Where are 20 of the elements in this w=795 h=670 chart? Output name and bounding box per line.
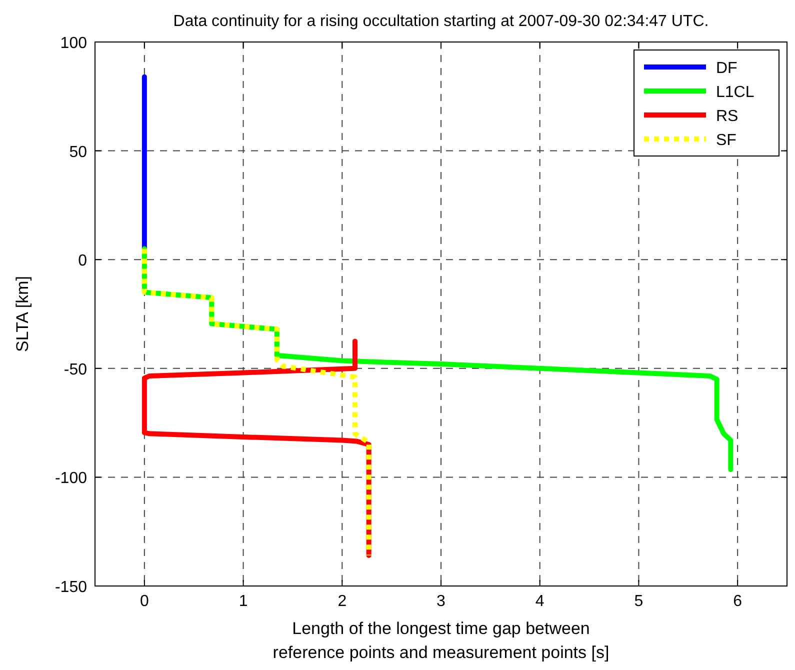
x-tick-label: 2	[338, 593, 347, 610]
x-tick-label: 3	[436, 593, 446, 610]
y-tick-label: 50	[69, 144, 88, 161]
y-tick-label: -150	[54, 579, 88, 596]
x-tick-label: 5	[634, 593, 644, 610]
legend-label: L1CL	[716, 84, 754, 101]
legend-label: DF	[716, 60, 738, 77]
x-tick-label: 4	[535, 593, 544, 610]
legend-label: SF	[716, 132, 737, 149]
x-tick-label: 1	[238, 593, 248, 610]
y-tick-label: 0	[78, 252, 88, 270]
chart-title: Data continuity for a rising occultation starting at 2007-09-30 02:34:47 UTC.	[173, 13, 709, 30]
legend-label: RS	[716, 108, 738, 125]
y-tick-label: 100	[60, 35, 88, 52]
x-tick-label: 0	[140, 593, 149, 610]
x-tick-label: 6	[733, 593, 742, 610]
y-tick-label: -50	[64, 361, 88, 378]
y-tick-label: -100	[54, 470, 88, 488]
y-axis-title: SLTA [km]	[13, 276, 32, 352]
x-axis-title: Length of the longest time gap between reference points and measurement points [s]	[272, 619, 610, 662]
